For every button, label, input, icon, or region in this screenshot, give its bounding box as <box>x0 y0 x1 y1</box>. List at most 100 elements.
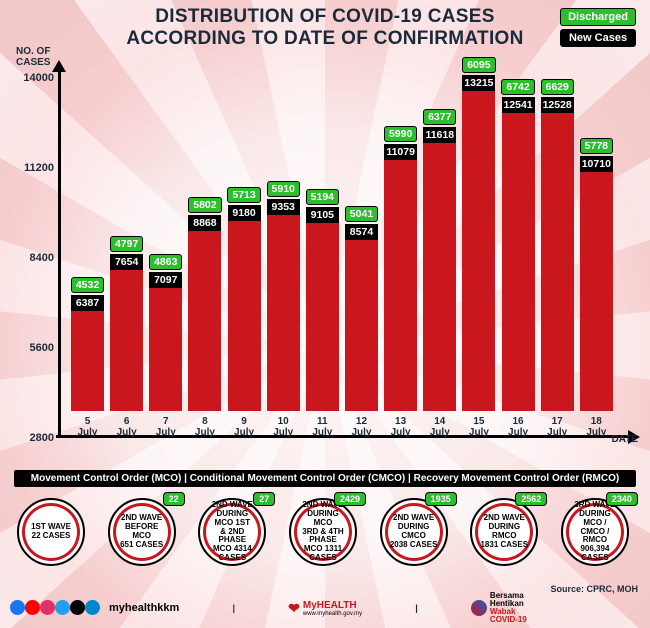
discharged-badge: 4797 <box>110 236 143 252</box>
bar: 8868 <box>188 216 221 411</box>
y-tick: 11200 <box>14 162 54 174</box>
bar-value: 7097 <box>149 272 182 288</box>
wave-item: 3RD WAVE DURING MCO / CMCO / RMCO 906,39… <box>554 494 640 564</box>
footer-separator: | <box>415 603 418 613</box>
bar: 12541 <box>502 98 535 411</box>
x-category: 16 July <box>508 416 528 438</box>
y-tick: 14000 <box>14 72 54 84</box>
wave-badge: 2562 <box>515 492 547 506</box>
wave-circle: 2ND WAVE BEFORE MCO 651 CASES <box>108 498 176 566</box>
social-icon <box>85 600 100 615</box>
discharged-badge: 4532 <box>71 277 104 293</box>
ribbon-icon <box>471 600 487 616</box>
discharged-badge: 6629 <box>541 79 574 95</box>
bar-value: 11079 <box>384 144 417 160</box>
discharged-badge: 5910 <box>267 181 300 197</box>
brand-covid: Bersama Hentikan Wabak COVID-19 <box>471 592 527 624</box>
y-axis <box>58 66 61 438</box>
wave-badge: 2340 <box>606 492 638 506</box>
bar-chart: 2800560084001120014000 453263875 July479… <box>58 78 626 438</box>
y-axis-label: NO. OF CASES <box>16 46 50 68</box>
bar: 8574 <box>345 225 378 411</box>
x-category: 12 July <box>351 416 371 438</box>
bar-column: 6377 11618 14 July <box>422 109 457 438</box>
x-category: 14 July <box>430 416 450 438</box>
bar-value: 7654 <box>110 254 143 270</box>
bar: 7097 <box>149 273 182 411</box>
discharged-badge: 6377 <box>423 109 456 125</box>
bar-column: 479776546 July <box>109 236 144 438</box>
y-tick: 2800 <box>14 432 54 444</box>
bar: 9105 <box>306 208 339 411</box>
discharged-badge: 5713 <box>227 187 260 203</box>
bar-value: 12528 <box>541 97 574 113</box>
brand-myhealth: ❤ MyHEALTH www.myhealth.gov.my <box>288 600 362 617</box>
wave-circle: 2ND WAVE DURING CMCO 2038 CASES <box>380 498 448 566</box>
footer-separator: | <box>232 603 235 613</box>
y-axis-arrow-icon <box>52 60 66 72</box>
wave-circle: 2ND WAVE DURING MCO 1ST & 2ND PHASE MCO … <box>198 498 266 566</box>
bar-value: 6387 <box>71 295 104 311</box>
discharged-badge: 5194 <box>306 189 339 205</box>
x-category: 15 July <box>469 416 489 438</box>
bar-column: 4863 7097 7 July <box>148 254 183 438</box>
brand-covid-l4: COVID-19 <box>490 616 527 624</box>
bar-value: 8868 <box>188 215 221 231</box>
bars-container: 453263875 July479776546 July486370977 Ju… <box>70 78 614 438</box>
wave-badge: 1935 <box>425 492 457 506</box>
wave-item: 2ND WAVE BEFORE MCO 651 CASES22 <box>101 494 187 564</box>
bar: 10710 <box>580 157 613 411</box>
wave-summary-row: 1ST WAVE 22 CASES2ND WAVE BEFORE MCO 651… <box>10 494 640 564</box>
bar-column: 60951321515 July <box>461 57 496 438</box>
legend-new-cases: New Cases <box>560 29 636 47</box>
social-icon <box>40 600 55 615</box>
bar: 13215 <box>462 76 495 411</box>
bar: 6387 <box>71 296 104 411</box>
bar-value: 8574 <box>345 224 378 240</box>
bar-column: 6629 12528 17 July <box>540 79 575 438</box>
bar-column: 5194 9105 11 July <box>305 189 340 438</box>
wave-circle: 3RD WAVE DURING MCO / CMCO / RMCO 906,39… <box>561 498 629 566</box>
bar-column: 57781071018 July <box>579 138 614 438</box>
bar: 11618 <box>423 128 456 411</box>
x-category: 8 July <box>195 416 215 438</box>
bar-column: 67421254116 July <box>501 79 536 438</box>
wave-circle: 2ND WAVE DURING MCO 3RD & 4TH PHASE MCO … <box>289 498 357 566</box>
bar-column: 5910 9353 10 July <box>266 181 301 438</box>
discharged-badge: 5778 <box>580 138 613 154</box>
x-category: 10 July <box>273 416 293 438</box>
wave-badge: 2429 <box>334 492 366 506</box>
chart-legend: Discharged New Cases <box>560 8 636 47</box>
social-handle: myhealthkkm <box>109 602 179 614</box>
wave-item: 2ND WAVE DURING MCO 3RD & 4TH PHASE MCO … <box>282 494 368 564</box>
wave-item: 2ND WAVE DURING CMCO 2038 CASES1935 <box>373 494 459 564</box>
wave-badge: 22 <box>163 492 185 506</box>
bar-column: 5802 8868 8 July <box>187 197 222 438</box>
x-axis-label: DATE <box>612 434 638 445</box>
discharged-badge: 5041 <box>345 206 378 222</box>
bar-column: 453263875 July <box>70 277 105 438</box>
footer: myhealthkkm | ❤ MyHEALTH www.myhealth.go… <box>10 592 640 624</box>
x-category: 9 July <box>234 416 254 438</box>
discharged-badge: 5802 <box>188 197 221 213</box>
discharged-badge: 5990 <box>384 126 417 142</box>
bar: 9180 <box>228 206 261 411</box>
wave-item: 2ND WAVE DURING MCO 1ST & 2ND PHASE MCO … <box>191 494 277 564</box>
social-icon <box>70 600 85 615</box>
wave-item: 2ND WAVE DURING RMCO 1831 CASES2562 <box>463 494 549 564</box>
bar-value: 9105 <box>306 207 339 223</box>
x-category: 7 July <box>156 416 176 438</box>
social-icon <box>55 600 70 615</box>
x-category: 11 July <box>312 416 332 438</box>
bar-column: 5713 9180 9 July <box>227 187 262 438</box>
wave-circle: 1ST WAVE 22 CASES <box>17 498 85 566</box>
bar-value: 9353 <box>267 199 300 215</box>
x-category: 13 July <box>391 416 411 438</box>
discharged-badge: 4863 <box>149 254 182 270</box>
x-category: 17 July <box>547 416 567 438</box>
page-title: DISTRIBUTION OF COVID-19 CASES ACCORDING… <box>0 6 650 50</box>
brand-myhealth-name: MyHEALTH <box>303 600 357 611</box>
bar-column: 5990 11079 13 July <box>383 126 418 438</box>
control-order-bar: Movement Control Order (MCO) | Condition… <box>14 470 636 487</box>
bar-value: 10710 <box>580 156 613 172</box>
